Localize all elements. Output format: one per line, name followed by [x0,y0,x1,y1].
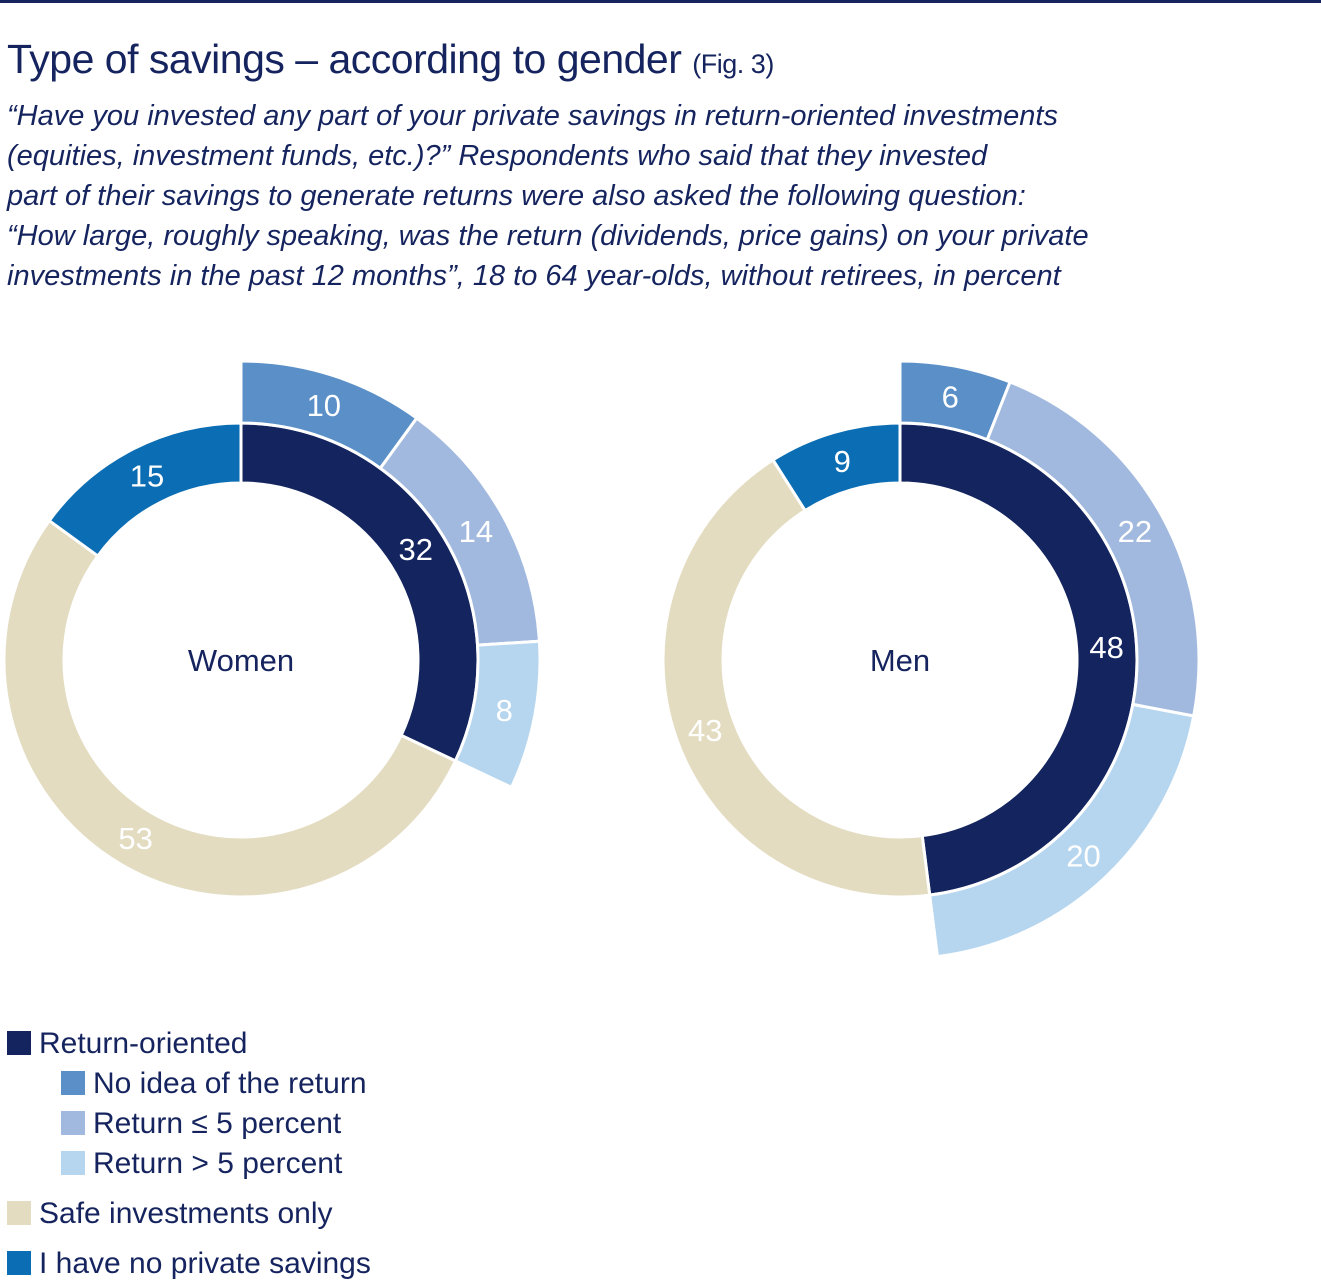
subtitle-line: “How large, roughly speaking, was the re… [7,220,1089,252]
legend-swatch [7,1201,31,1225]
subtitle-line: (equities, investment funds, etc.)?” Res… [7,140,988,172]
legend-label: Return-oriented [39,1027,248,1060]
segment-women-i-have-no-private-savings-label: 15 [130,459,164,494]
segment-women-return-5-percent-label: 8 [496,693,513,728]
legend-swatch [7,1031,31,1055]
chart-title: Type of savings – according to gender (F… [7,36,774,83]
legend-item-return-le5: Return ≤ 5 percent [61,1104,341,1144]
segment-men-i-have-no-private-savings [770,421,902,513]
subtitle-line: “Have you invested any part of your priv… [7,100,1058,132]
segment-men-return-5-percent-label: 22 [1118,514,1152,549]
segment-women-return-oriented-label: 32 [399,532,433,567]
segment-women-safe-investments-only-label: 53 [118,821,152,856]
segment-men-i-have-no-private-savings-label: 9 [834,444,851,479]
legend-swatch [61,1151,85,1175]
top-rule [0,0,1321,3]
legend-label: Return ≤ 5 percent [93,1107,342,1140]
subtitle-line: part of their savings to generate return… [7,180,1026,212]
segment-women-no-idea-of-the-return-label: 10 [307,388,341,423]
legend-item-return-oriented: Return-oriented [7,1024,247,1064]
segment-men-return-5-percent [928,702,1196,959]
segment-women-return-5-percent [453,639,542,790]
segment-men-safe-investments-only-label: 43 [688,713,722,748]
segment-men-return-oriented-label: 48 [1089,630,1123,665]
segment-women-safe-investments-only [2,518,458,899]
legend-label: No idea of the return [93,1067,367,1100]
segment-women-return-5-percent-label: 14 [459,514,493,549]
segment-men-safe-investments-only [661,457,932,899]
donut-center-label: Women [188,643,294,678]
segment-men-no-idea-of-the-return-label: 6 [942,380,959,415]
legend-swatch [61,1111,85,1135]
donut-center-label: Men [870,643,930,678]
legend-label: Safe investments only [39,1197,333,1230]
legend-item-no-savings: I have no private savings [7,1244,371,1284]
legend-label: Return > 5 percent [93,1147,343,1180]
chart-subtitle: “Have you invested any part of your priv… [7,96,1089,296]
legend-item-no-idea: No idea of the return [61,1064,367,1104]
subtitle-line: investments in the past 12 months”, 18 t… [7,260,1061,292]
legend-label: I have no private savings [39,1247,371,1280]
title-text: Type of savings – according to gender [7,36,682,82]
legend-swatch [61,1071,85,1095]
figure-number: (Fig. 3) [692,49,774,79]
legend-swatch [7,1251,31,1275]
segment-men-return-5-percent-label: 20 [1066,838,1100,873]
legend-item-return-gt5: Return > 5 percent [61,1144,342,1184]
legend-item-safe: Safe investments only [7,1194,332,1234]
